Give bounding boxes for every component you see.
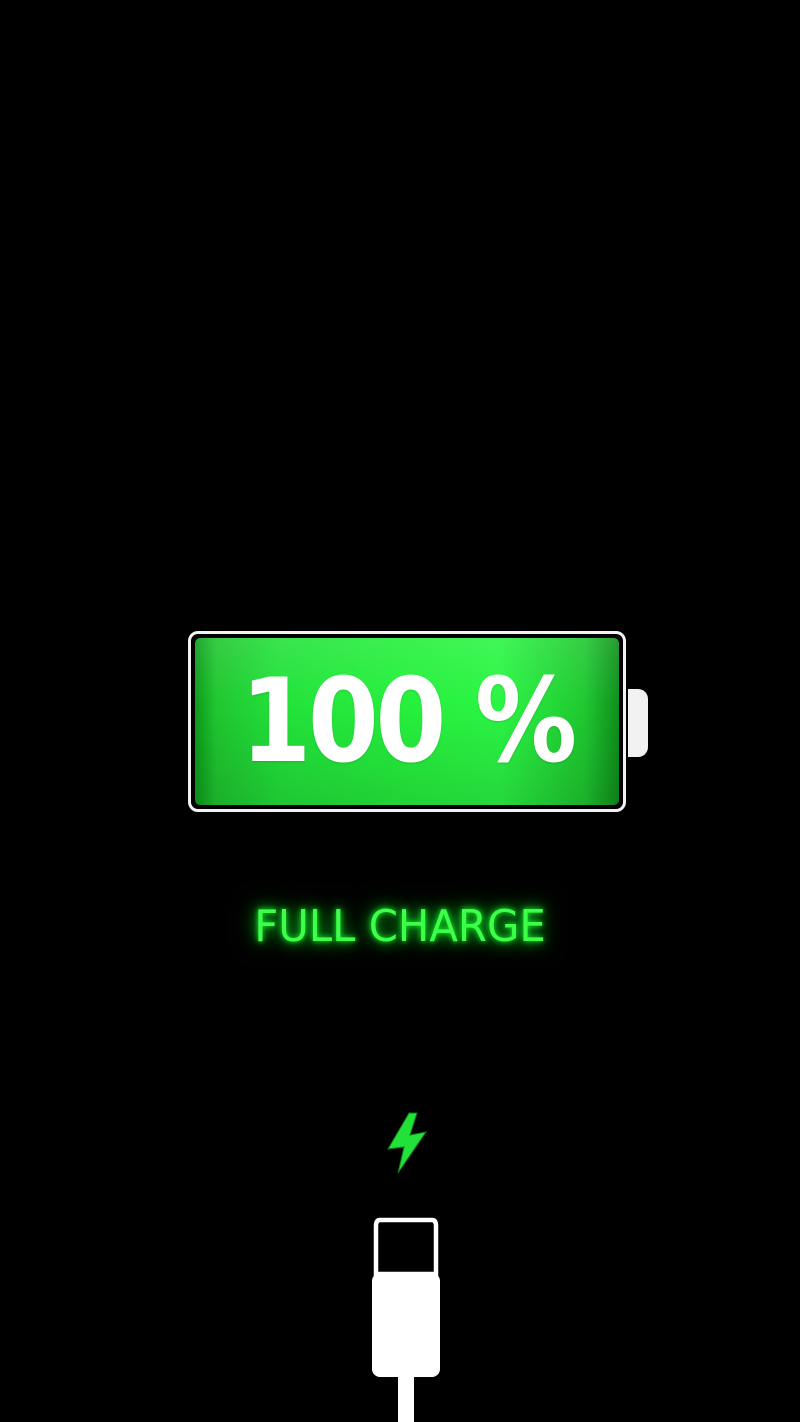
battery-indicator: 100 %	[188, 631, 626, 812]
lightning-connector-icon	[372, 1217, 440, 1422]
charge-status-text: FULL CHARGE	[254, 901, 546, 952]
lightning-bolt-icon	[387, 1112, 428, 1174]
battery-percentage: 100 %	[240, 654, 577, 789]
battery-terminal-cap	[628, 689, 648, 757]
battery-fill: 100 %	[195, 638, 619, 805]
